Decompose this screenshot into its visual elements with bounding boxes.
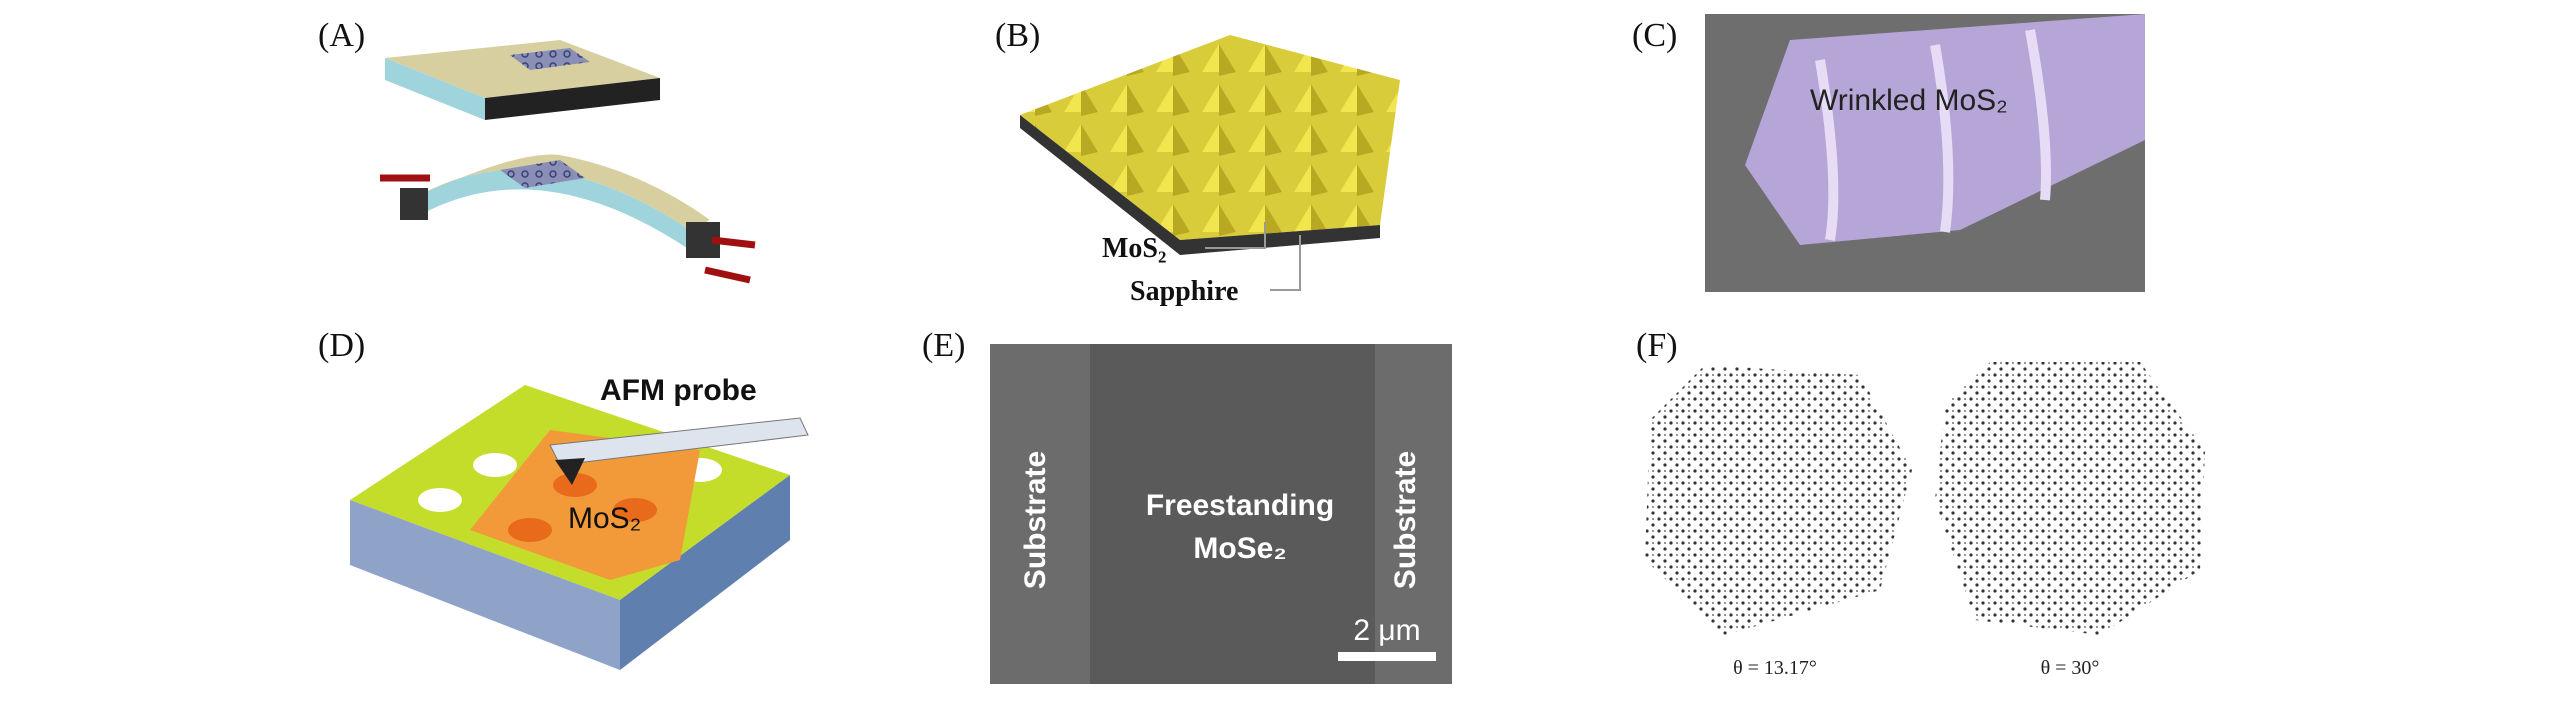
scale-bar — [1338, 652, 1436, 661]
panel-label: (A) — [318, 17, 365, 54]
annotation: AFM probe — [600, 374, 757, 407]
afm-tip — [555, 458, 585, 485]
hole — [613, 498, 657, 522]
sapphire-edge — [1020, 115, 1380, 255]
hole — [418, 488, 462, 512]
panel-a: (A) — [318, 17, 756, 284]
leader-line — [1205, 222, 1266, 249]
arrow — [704, 266, 751, 284]
moire-lattice — [1935, 362, 2205, 635]
scale-label: 2 μm — [1353, 614, 1420, 647]
slab-end — [485, 78, 660, 120]
annotation: MoS₂ — [1102, 233, 1166, 264]
leader-line — [1270, 235, 1301, 291]
substrate-side — [620, 475, 790, 670]
slab-side — [385, 58, 485, 120]
mos2-surface — [1020, 35, 1400, 240]
panel-f: (F) θ = 13.17° θ = 30° — [1636, 327, 2205, 679]
panel-b: (B) MoS₂ Sapphire — [995, 17, 1400, 307]
slab-top — [385, 40, 660, 98]
annotation: Sapphire — [1130, 276, 1238, 307]
mesh — [510, 48, 590, 70]
panel-label: (E) — [922, 327, 965, 364]
panel-d: (D) AFM probe MoS₂ — [318, 327, 809, 670]
mos2-flake — [470, 430, 700, 580]
panel-label: (F) — [1636, 327, 1678, 364]
bent-slab-side — [420, 169, 690, 250]
annotation: Substrate — [1019, 451, 1052, 589]
annotation: MoS₂ — [568, 502, 641, 535]
mesh — [500, 160, 585, 188]
substrate-region — [1375, 344, 1452, 684]
clamp — [400, 188, 428, 220]
angle-label: θ = 30° — [2041, 657, 2100, 679]
wrinkle — [1815, 29, 2051, 241]
panel-label: (D) — [318, 327, 365, 364]
annotation: Wrinkled MoS₂ — [1810, 84, 2008, 117]
substrate-region — [990, 344, 1090, 684]
panel-label: (B) — [995, 17, 1040, 54]
annotation: MoSe₂ — [1193, 532, 1286, 565]
panel-e: (E) Substrate Substrate Freestanding MoS… — [922, 327, 1452, 684]
substrate-side — [350, 500, 620, 670]
hole — [553, 473, 597, 497]
moire-lattice — [1645, 365, 1912, 635]
panel-c: (C) Wrinkled MoS₂ — [1632, 14, 2145, 292]
hole — [473, 453, 517, 477]
afm-cantilever — [549, 417, 809, 466]
annotation: Substrate — [1389, 451, 1422, 589]
angle-label: θ = 13.17° — [1733, 657, 1817, 679]
arrow — [711, 236, 756, 249]
hole — [508, 518, 552, 542]
panel-label: (C) — [1632, 17, 1677, 54]
annotation: Freestanding — [1146, 489, 1334, 522]
